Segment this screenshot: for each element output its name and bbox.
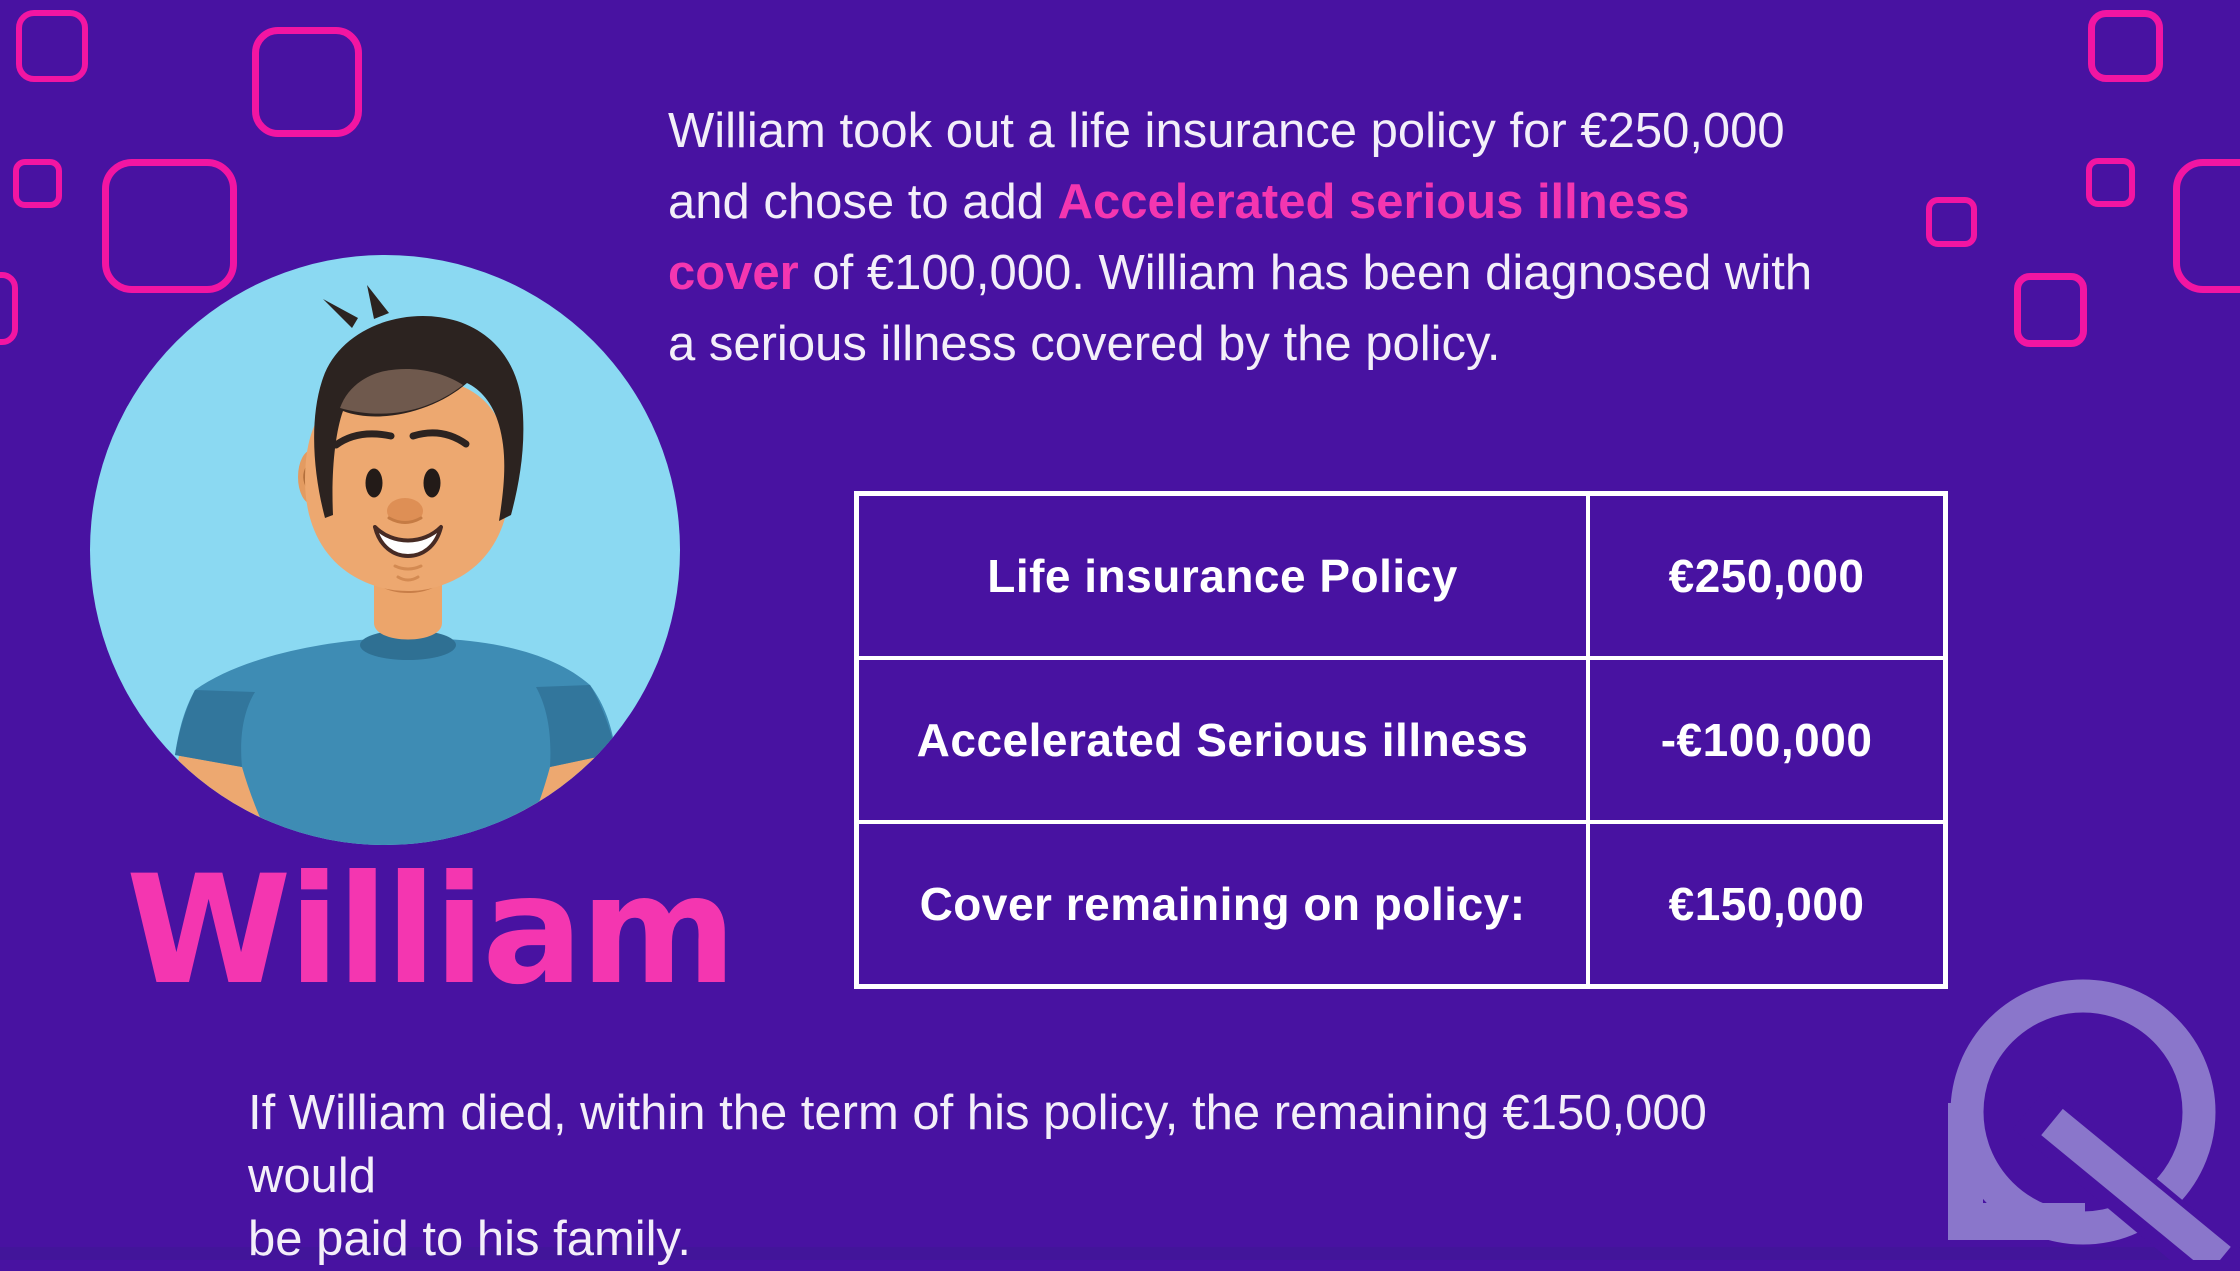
avatar-mouth-teeth: [373, 525, 443, 558]
avatar-face: [305, 377, 510, 591]
table-label-cell: Cover remaining on policy:: [857, 822, 1589, 986]
avatar-nose-line: [387, 516, 423, 524]
decor-square: [0, 272, 18, 345]
decor-square: [2173, 159, 2240, 293]
avatar-right-eyebrow: [409, 429, 470, 448]
table-label-cell: Accelerated Serious illness: [857, 658, 1589, 822]
avatar-lower-lip: [393, 564, 423, 571]
intro-line: and chose to add Accelerated serious ill…: [668, 167, 1958, 238]
table-value-cell: €150,000: [1588, 822, 1945, 986]
table-label-cell: Life insurance Policy: [857, 494, 1589, 658]
avatar-hair-spike: [367, 285, 389, 319]
avatar-hair: [314, 315, 524, 521]
avatar-right-sleeve-shade: [536, 685, 616, 767]
intro-line: William took out a life insurance policy…: [668, 96, 1958, 167]
intro-text: William took out a life insurance policy…: [668, 104, 1785, 158]
avatar-chin-crease: [396, 575, 420, 582]
avatar-collar-shade: [360, 630, 456, 660]
footer-line: If William died, within the term of his …: [248, 1086, 1707, 1203]
intro-text: of €100,000. William has been diagnosed …: [798, 246, 1813, 300]
intro-line: a serious illness covered by the policy.: [668, 309, 1958, 380]
decor-square: [2088, 10, 2163, 82]
lq-logo-icon: [1948, 979, 2240, 1271]
intro-highlight-text: cover: [668, 246, 799, 300]
table-value-cell: €250,000: [1588, 494, 1945, 658]
intro-text: and chose to add: [668, 175, 1058, 229]
person-name: William: [126, 844, 737, 1018]
decor-square: [2014, 273, 2087, 347]
decor-square: [16, 10, 88, 82]
decor-square: [1926, 197, 1977, 247]
avatar-hair-streak: [340, 368, 463, 414]
avatar-right-eye: [423, 468, 441, 498]
table-value-cell: -€100,000: [1588, 658, 1945, 822]
decor-square: [13, 159, 62, 208]
avatar-nose: [387, 498, 423, 524]
avatar: [90, 255, 680, 845]
lq-logo: [1940, 960, 2240, 1271]
footer-line: be paid to his family.: [248, 1212, 692, 1266]
avatar-hair-spike: [323, 299, 358, 328]
policy-table: Life insurance Policy €250,000 Accelerated…: [854, 491, 1948, 989]
intro-highlight-text: Accelerated serious illness: [1057, 175, 1690, 229]
decor-square: [102, 159, 237, 293]
bottom-accent-strip: [0, 1247, 2240, 1260]
avatar-left-sleeve-shade: [175, 690, 255, 767]
intro-paragraph: William took out a life insurance policy…: [668, 96, 1958, 380]
decor-square: [252, 27, 362, 137]
intro-line: cover of €100,000. William has been diag…: [668, 238, 1958, 309]
avatar-left-eye: [365, 468, 383, 498]
intro-text: a serious illness covered by the policy.: [668, 317, 1501, 371]
decor-square: [2086, 158, 2135, 207]
avatar-illustration: [90, 255, 680, 845]
avatar-left-eyebrow: [332, 430, 395, 449]
avatar-shirt: [175, 629, 616, 845]
footer-paragraph: If William died, within the term of his …: [248, 1082, 1848, 1271]
